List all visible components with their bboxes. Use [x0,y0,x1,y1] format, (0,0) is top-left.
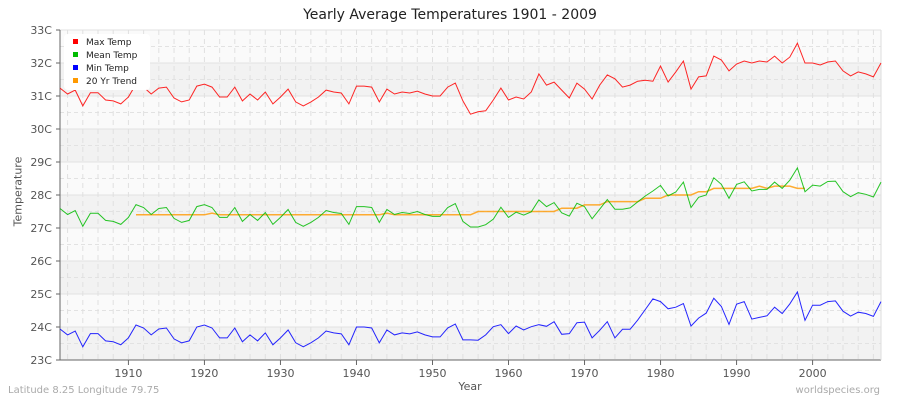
legend-label-min: Min Temp [86,64,129,74]
y-tick-label: 28C [30,189,52,202]
band [60,327,881,360]
legend-label-mean: Mean Temp [86,51,138,61]
legend-item-trend: 20 Yr Trend [73,76,137,88]
band [60,195,881,228]
y-tick-label: 32C [30,57,52,70]
y-axis-label: Temperature [11,156,25,227]
x-tick-label: 1980 [647,367,675,380]
x-tick-label: 1950 [418,367,446,380]
legend: Max Temp Mean Temp Min Temp 20 Yr Trend [64,34,150,90]
series-line-min-temp [59,290,882,348]
y-tick-label: 33C [30,24,52,37]
legend-swatch-mean [73,52,78,57]
legend-label-trend: 20 Yr Trend [86,77,138,87]
x-axis-label: Year [458,380,482,393]
y-tick-label: 29C [30,156,52,169]
y-tick-label: 27C [30,222,52,235]
footer-location: Latitude 8.25 Longitude 79.75 [8,385,160,396]
y-tick-label: 26C [30,255,52,268]
x-tick-label: 1920 [190,367,218,380]
legend-label-max: Max Temp [86,38,132,48]
series-line-20-yr-trend [136,185,805,216]
x-tick-label: 1930 [266,367,294,380]
legend-item-mean: Mean Temp [73,50,137,62]
legend-swatch-trend [73,78,78,83]
y-tick-label: 25C [30,288,52,301]
series-line-mean-temp [59,166,882,228]
x-tick-label: 1990 [723,367,751,380]
x-tick-label: 2000 [799,367,827,380]
y-tick-label: 23C [30,354,52,367]
x-tick-label: 1940 [342,367,370,380]
y-tick-label: 24C [30,321,52,334]
band [60,63,881,96]
legend-swatch-max [73,39,78,44]
band [60,261,881,294]
x-tick-label: 1970 [571,367,599,380]
legend-swatch-min [73,65,78,70]
y-tick-label: 31C [30,90,52,103]
x-tick-label: 1960 [495,367,523,380]
x-tick-label: 1910 [114,367,142,380]
footer-source: worldspecies.org [795,385,880,396]
chart-title: Yearly Average Temperatures 1901 - 2009 [303,7,597,23]
legend-item-min: Min Temp [73,63,129,75]
band [60,129,881,162]
y-tick-label: 30C [30,123,52,136]
series-line-max-temp [59,42,882,115]
legend-item-max: Max Temp [73,37,131,49]
